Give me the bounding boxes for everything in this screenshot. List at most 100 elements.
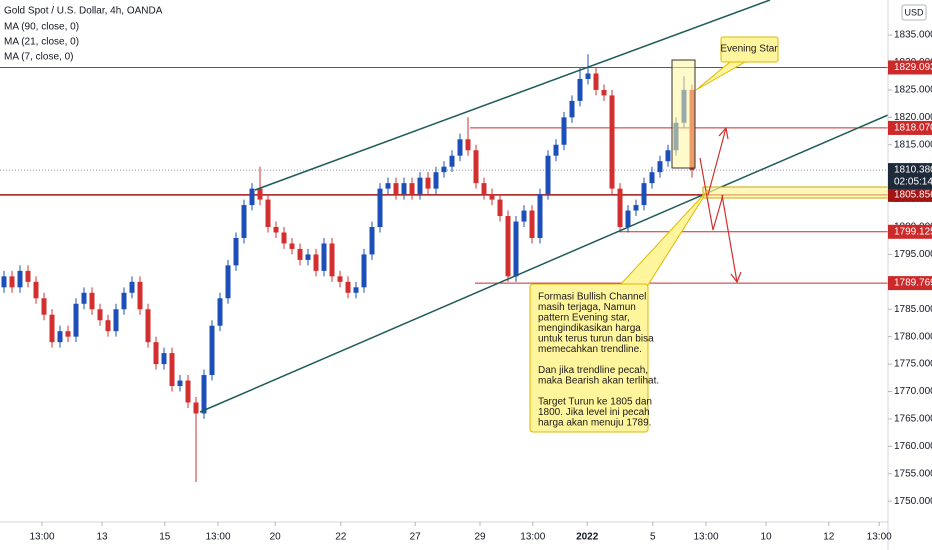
candle-body (313, 254, 319, 271)
candle-body (401, 183, 407, 195)
candle-body (481, 183, 487, 195)
note-line: mengindikasikan harga (538, 323, 641, 334)
y-tick-label: 1765.000 (894, 414, 932, 425)
candle-body (449, 155, 455, 167)
note-line: Dan jika trendline pecah, (538, 365, 648, 376)
pattern-box (671, 59, 696, 169)
candle-body (425, 177, 431, 189)
x-tick-label: 13:00 (693, 532, 718, 543)
currency-button[interactable] (901, 4, 927, 21)
candle-body (185, 380, 191, 403)
y-tick-label: 1755.000 (894, 468, 932, 479)
candle-body (521, 210, 527, 222)
note-line: untuk terus turun dan bisa (538, 334, 654, 345)
candle-body (657, 161, 663, 173)
candle-body (209, 325, 215, 376)
candle-body (305, 254, 311, 260)
candle-body (225, 265, 231, 299)
arrow-path (699, 157, 724, 231)
candle-body (569, 100, 575, 118)
arrow-down (721, 194, 738, 283)
candle-body (489, 194, 495, 200)
note-line: masih terjaga, Namun (538, 302, 636, 313)
candle-body (265, 199, 271, 228)
breakout-zone (702, 186, 889, 199)
x-tick-label: 13 (96, 532, 108, 543)
level-label: 1818.070 (894, 123, 932, 134)
x-tick-label: 15 (159, 532, 171, 543)
candle-body (329, 243, 335, 277)
axis: 1750.000 1755.000 1760.000 1765.000 1770.000… (29, 30, 932, 543)
y-tick-label: 1775.000 (894, 359, 932, 370)
candle-body (585, 73, 591, 79)
candle-body (297, 248, 303, 260)
x-tick-label: 13:00 (520, 532, 545, 543)
candle-body (513, 221, 519, 277)
candle-body (289, 243, 295, 249)
x-tick-label: 2022 (576, 532, 599, 543)
last-price-label: 1810.380 (894, 165, 932, 176)
candle-body (25, 270, 31, 282)
callout-text: Evening Star (720, 44, 778, 55)
y-tick-label: 1770.000 (894, 386, 932, 397)
x-tick-label: 13:00 (867, 532, 892, 543)
candle-body (537, 194, 543, 238)
candle-body (169, 353, 175, 387)
candle-body (73, 303, 79, 337)
x-tick-label: 29 (474, 532, 486, 543)
legend-entry: MA (90, close, 0) (4, 22, 79, 33)
candle-body (369, 227, 375, 255)
y-tick-label: 1785.000 (894, 304, 932, 315)
candle-body (249, 188, 255, 206)
candle-body (233, 237, 239, 266)
candle-body (433, 172, 439, 189)
candle-body (665, 150, 671, 162)
y-tick-label: 1825.000 (894, 85, 932, 96)
candle-body (9, 276, 15, 288)
candle-body (545, 155, 551, 195)
candle-body (377, 188, 383, 228)
candle-body (465, 139, 471, 151)
candle-body (65, 331, 71, 337)
candle-body (505, 216, 511, 277)
x-tick-label: 13:00 (29, 532, 54, 543)
candle-body (105, 320, 111, 332)
candle-body (617, 188, 623, 228)
note-line: pattern Evening star, (538, 313, 630, 324)
candle-body (217, 298, 223, 326)
y-tick-label: 1835.000 (894, 30, 932, 41)
chart-title: Gold Spot / U.S. Dollar, 4h, OANDA (4, 6, 163, 17)
arrow-head (718, 126, 729, 140)
currency-label[interactable]: USD (904, 7, 924, 17)
candle-body (601, 89, 607, 96)
candle-body (49, 314, 55, 343)
candle-body (121, 292, 127, 310)
candle-body (409, 183, 415, 195)
level-label-bg (888, 224, 932, 239)
candle-body (641, 183, 647, 206)
candle-body (57, 331, 63, 343)
candle-body (321, 243, 327, 271)
note-line: 1800. Jika level ini pecah (538, 407, 650, 418)
candle-body (89, 292, 95, 310)
candle-body (561, 117, 567, 145)
candle-body (257, 188, 263, 200)
y-tick-label: 1820.000 (894, 112, 932, 123)
candle-body (361, 254, 367, 288)
note-box (529, 283, 649, 433)
x-tick-label: 13:00 (205, 532, 230, 543)
level-label: 1789.769 (894, 278, 932, 289)
candle-body (97, 309, 103, 321)
candle-body (17, 270, 23, 288)
x-tick-label: 10 (760, 532, 772, 543)
candle-body (193, 402, 199, 414)
candle-body (177, 380, 183, 387)
candle-body (497, 199, 503, 217)
candle-body (441, 166, 447, 173)
y-tick-label: 1750.000 (894, 496, 932, 507)
candle-body (625, 210, 631, 228)
level-label-bg (888, 187, 932, 202)
